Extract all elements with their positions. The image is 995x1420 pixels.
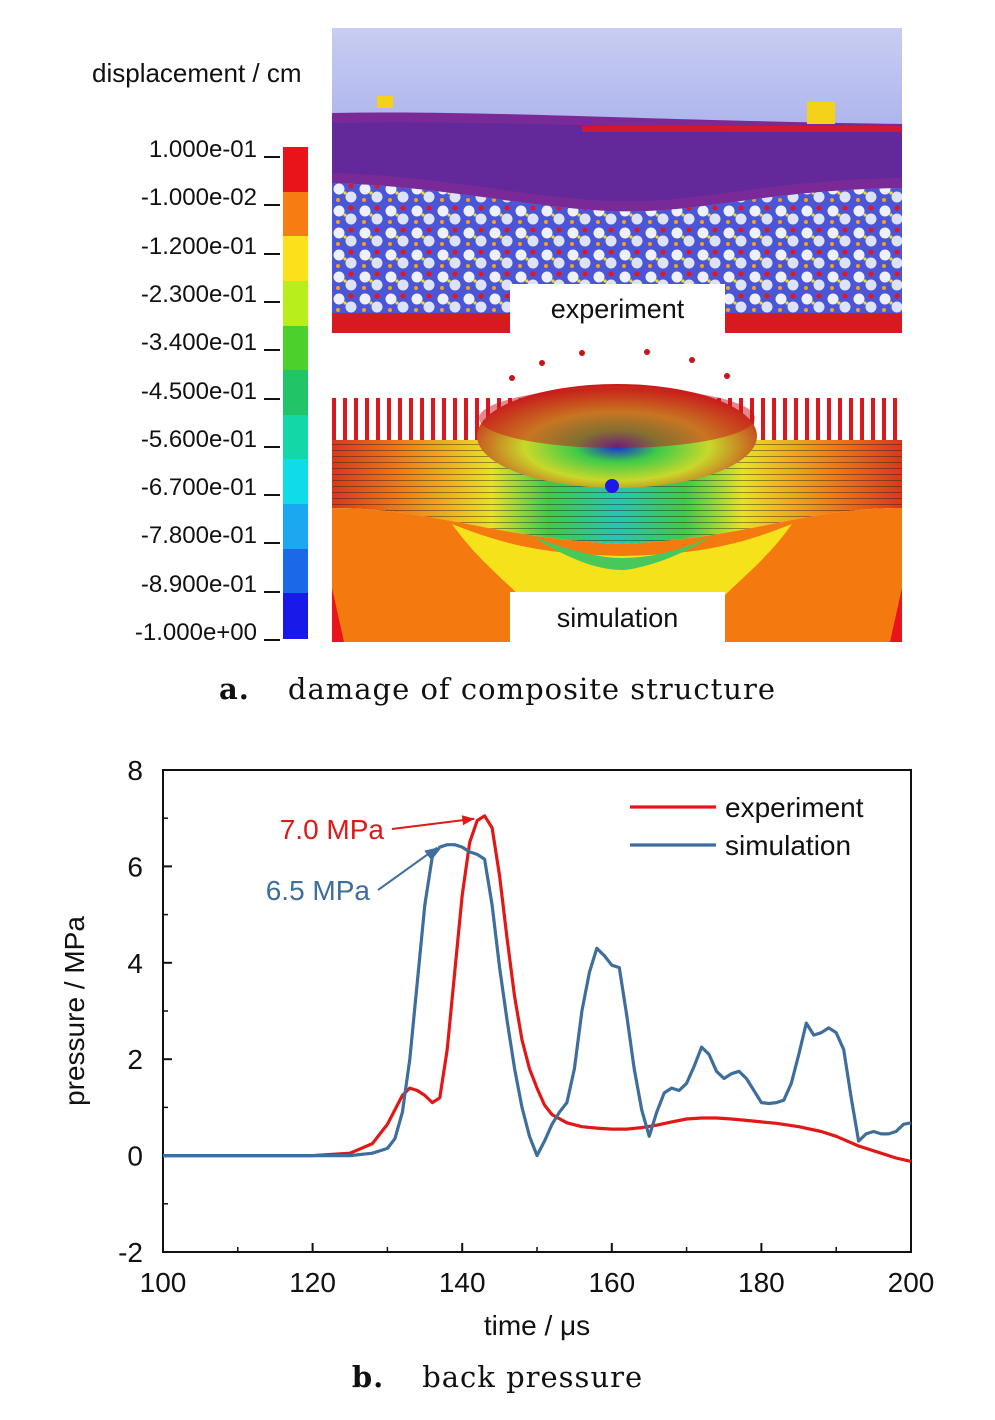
annotation-arrow bbox=[391, 817, 475, 830]
x-tick-label: 200 bbox=[888, 1267, 935, 1298]
colorbar-tick bbox=[264, 204, 280, 207]
colorbar-label: -1.000e-02 bbox=[140, 184, 257, 212]
pressure-chart: 100 120 140 160 180 200 -2 0 2 4 6 8 time / μs pressu… bbox=[59, 755, 935, 1341]
legend-label-simulation: simulation bbox=[725, 830, 851, 861]
y-tick-label: 8 bbox=[127, 755, 143, 786]
experiment-render bbox=[332, 28, 902, 333]
colorbar-tick bbox=[264, 542, 280, 545]
x-axis-label: time / μs bbox=[484, 1310, 590, 1341]
colorbar-label: -2.300e-01 bbox=[140, 280, 257, 308]
colorbar-label: 1.000e-01 bbox=[148, 136, 257, 163]
caption-b-letter: b. bbox=[351, 1360, 385, 1394]
colorbar-label: -4.500e-01 bbox=[140, 377, 257, 405]
colorbar-segment bbox=[283, 147, 308, 193]
annotation-arrowhead bbox=[424, 847, 437, 859]
colorbar-label: -1.000e+00 bbox=[134, 619, 257, 646]
x-tick-label: 140 bbox=[439, 1267, 486, 1298]
annotation-arrowhead bbox=[461, 815, 475, 826]
colorbar-segment bbox=[283, 325, 308, 371]
colorbar-tick bbox=[264, 252, 280, 255]
y-tick-label: 0 bbox=[127, 1141, 143, 1172]
caption-b: b. back pressure bbox=[0, 1360, 995, 1394]
colorbar-tick bbox=[264, 349, 280, 352]
x-tick-label: 120 bbox=[289, 1267, 336, 1298]
simulation-label: simulation bbox=[510, 592, 725, 642]
y-tick-label: 2 bbox=[127, 1044, 143, 1075]
colorbar-tick bbox=[264, 156, 280, 158]
colorbar-label: -8.900e-01 bbox=[140, 570, 257, 598]
caption-a-letter: a. bbox=[219, 672, 250, 706]
colorbar-segment bbox=[283, 593, 308, 639]
colorbar-label: -3.400e-01 bbox=[140, 329, 257, 357]
legend-label-experiment: experiment bbox=[725, 792, 864, 823]
y-tick-label: 4 bbox=[127, 948, 143, 979]
annotation-label: 7.0 MPa bbox=[280, 814, 385, 845]
colorbar-segment bbox=[283, 548, 308, 594]
y-tick-label: 6 bbox=[127, 851, 143, 882]
colorbar-segment bbox=[283, 191, 308, 237]
colorbar-tick bbox=[264, 300, 280, 303]
x-tick-label: 160 bbox=[588, 1267, 635, 1298]
colorbar-segment bbox=[283, 504, 308, 550]
colorbar-tick bbox=[264, 445, 280, 448]
colorbar-title: displacement / cm bbox=[92, 58, 302, 88]
colorbar-segment bbox=[283, 459, 308, 505]
x-tick-label: 180 bbox=[738, 1267, 785, 1298]
colorbar-label: -1.200e-01 bbox=[140, 232, 257, 260]
colorbar-segment bbox=[283, 414, 308, 461]
series-line-simulation bbox=[163, 843, 912, 1158]
colorbar-tick bbox=[264, 397, 280, 400]
colorbar-segment bbox=[283, 370, 308, 416]
colorbar-label: -7.800e-01 bbox=[140, 522, 257, 550]
simulation-image bbox=[332, 348, 902, 642]
y-axis-label: pressure / MPa bbox=[59, 916, 90, 1106]
simulation-render bbox=[332, 348, 902, 642]
colorbar-label: -6.700e-01 bbox=[140, 474, 257, 502]
colorbar-tick bbox=[264, 590, 280, 593]
colorbar-segment bbox=[283, 236, 308, 282]
caption-b-text: back pressure bbox=[422, 1360, 644, 1394]
x-tick-label: 100 bbox=[140, 1267, 187, 1298]
caption-a: a. damage of composite structure bbox=[0, 672, 995, 706]
colorbar-tick bbox=[264, 494, 280, 497]
experiment-label: experiment bbox=[510, 284, 725, 334]
experiment-image bbox=[332, 28, 902, 333]
series-line-experiment bbox=[163, 814, 912, 1163]
caption-a-text: damage of composite structure bbox=[287, 672, 776, 706]
annotation-arrow bbox=[377, 846, 438, 891]
annotation-label: 6.5 MPa bbox=[266, 875, 371, 906]
colorbar-tick bbox=[264, 639, 280, 641]
colorbar-segment bbox=[283, 280, 308, 327]
y-tick-label: -2 bbox=[118, 1237, 143, 1268]
colorbar-label: -5.600e-01 bbox=[140, 425, 257, 453]
